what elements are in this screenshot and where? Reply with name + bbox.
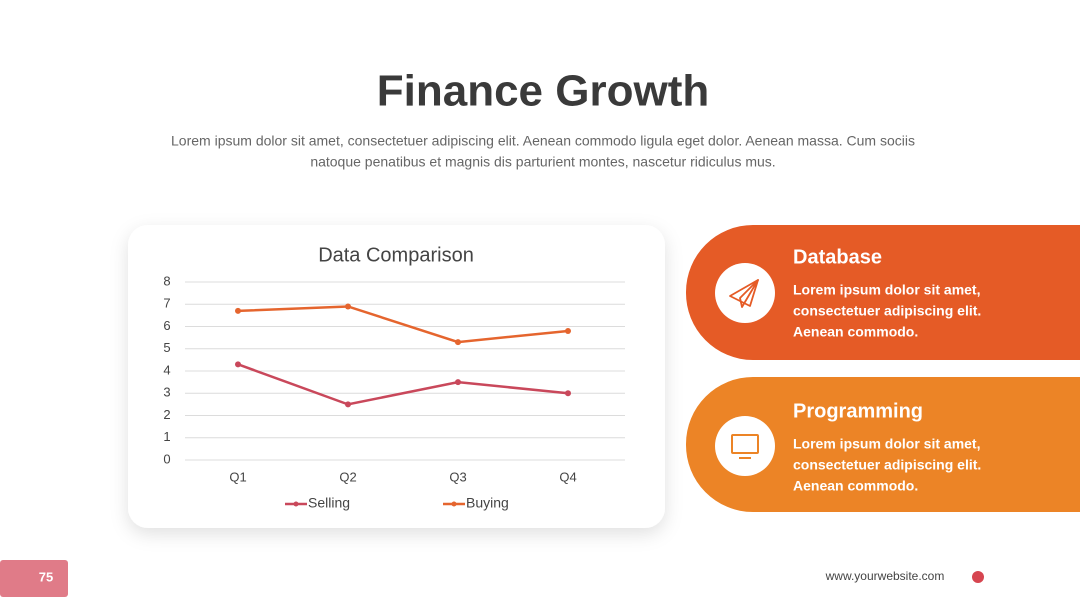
point [345, 303, 351, 310]
y-tick-label: 8 [163, 273, 170, 288]
y-tick-label: 1 [163, 429, 170, 444]
point [455, 379, 461, 386]
y-tick-label: 7 [163, 296, 170, 311]
x-tick-label: Q2 [339, 469, 356, 484]
website: www.yourwebsite.com [825, 569, 945, 583]
point [235, 307, 241, 314]
legend-marker [293, 501, 299, 507]
chart-card [128, 225, 665, 528]
y-tick-label: 6 [163, 318, 170, 333]
y-tick-label: 3 [163, 385, 170, 400]
plot: 0 1 2 3 4 5 6 7 8 Q1 Q2 Q3 Q4 Selling Buying [163, 273, 625, 511]
card-panel [685, 377, 1080, 512]
page-badge [0, 560, 68, 597]
y-tick-label: 4 [163, 362, 170, 377]
point [565, 327, 571, 334]
x-tick-label: Q1 [229, 469, 246, 484]
legend-marker [451, 501, 457, 507]
title: Finance Growth [377, 67, 709, 116]
card-text: consectetuer adipiscing elit. [793, 457, 981, 473]
x-tick-label: Q3 [449, 469, 466, 484]
card-title: Programming [793, 400, 923, 422]
monitor-icon [731, 434, 759, 459]
card-text: Lorem ipsum dolor sit amet, [793, 282, 980, 298]
point [235, 361, 241, 368]
icon-circle [715, 416, 775, 476]
x-tick-label: Q4 [559, 469, 576, 484]
card-text: Aenean commodo. [793, 478, 918, 494]
chart-title: Data Comparison [318, 244, 474, 266]
y-tick-label: 2 [163, 407, 170, 422]
page-number: 75 [39, 569, 53, 584]
card-panel [685, 225, 1080, 360]
card-text: Aenean commodo. [793, 324, 918, 340]
card-text: Lorem ipsum dolor sit amet, [793, 436, 980, 452]
series-line [237, 363, 569, 406]
point [565, 390, 571, 397]
footer-dot [972, 571, 984, 583]
series-line [237, 305, 569, 344]
card-text: consectetuer adipiscing elit. [793, 303, 981, 319]
y-tick-label: 0 [163, 451, 170, 466]
legend-label: Buying [466, 495, 509, 511]
point [455, 339, 461, 346]
point [345, 401, 351, 408]
card-title: Database [793, 246, 882, 268]
subtitle: natoque penatibus et magnis dis parturie… [310, 154, 775, 170]
plane-icon [729, 279, 759, 308]
y-tick-label: 5 [163, 340, 170, 355]
subtitle: Lorem ipsum dolor sit amet, consectetuer… [171, 133, 915, 149]
legend-label: Selling [308, 495, 350, 511]
